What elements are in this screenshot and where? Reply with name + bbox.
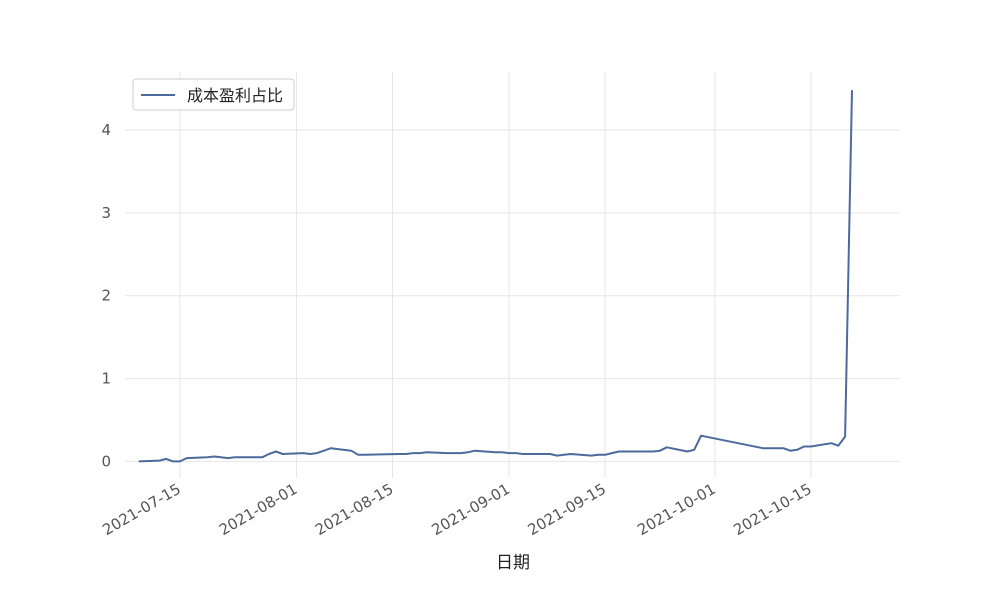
y-tick-label: 1 (101, 370, 111, 388)
x-tick-labels: 2021-07-15 2021-08-01 2021-08-15 2021-09-01… (99, 480, 814, 539)
y-tick-label: 4 (101, 121, 111, 139)
x-tick-label: 2021-07-15 (99, 480, 184, 539)
legend: 成本盈利占比 (132, 78, 295, 111)
series-line (138, 90, 853, 463)
y-tick-label: 2 (101, 287, 111, 305)
grid-lines (125, 72, 900, 478)
x-tick-label: 2021-09-01 (429, 480, 514, 539)
y-tick-labels: 0 1 2 3 4 (101, 121, 111, 470)
x-tick-label: 2021-10-15 (730, 480, 815, 539)
y-tick-label: 0 (101, 452, 111, 470)
x-tick-label: 2021-08-15 (312, 480, 397, 539)
series-lines (138, 90, 853, 463)
legend-box (132, 78, 295, 111)
x-tick-label: 2021-10-01 (634, 480, 719, 539)
x-tick-label: 2021-09-15 (525, 480, 610, 539)
legend-label: 成本盈利占比 (187, 86, 283, 105)
x-axis-title: 日期 (496, 553, 530, 573)
y-tick-label: 3 (101, 204, 111, 222)
x-tick-label: 2021-08-01 (216, 480, 301, 539)
